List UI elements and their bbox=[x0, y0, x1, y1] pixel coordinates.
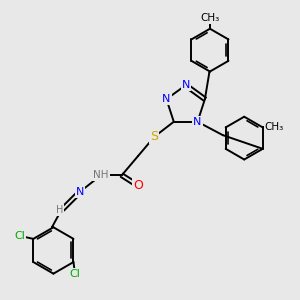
Text: N: N bbox=[182, 80, 190, 90]
Text: H: H bbox=[56, 205, 63, 215]
Text: O: O bbox=[133, 179, 143, 192]
Text: CH₃: CH₃ bbox=[200, 13, 220, 23]
Text: NH: NH bbox=[93, 170, 109, 180]
Text: N: N bbox=[76, 187, 84, 196]
Text: N: N bbox=[194, 117, 202, 127]
Text: CH₃: CH₃ bbox=[264, 122, 284, 132]
Text: S: S bbox=[151, 130, 158, 143]
Text: Cl: Cl bbox=[70, 269, 80, 279]
Text: N: N bbox=[162, 94, 171, 104]
Text: Cl: Cl bbox=[14, 231, 26, 241]
